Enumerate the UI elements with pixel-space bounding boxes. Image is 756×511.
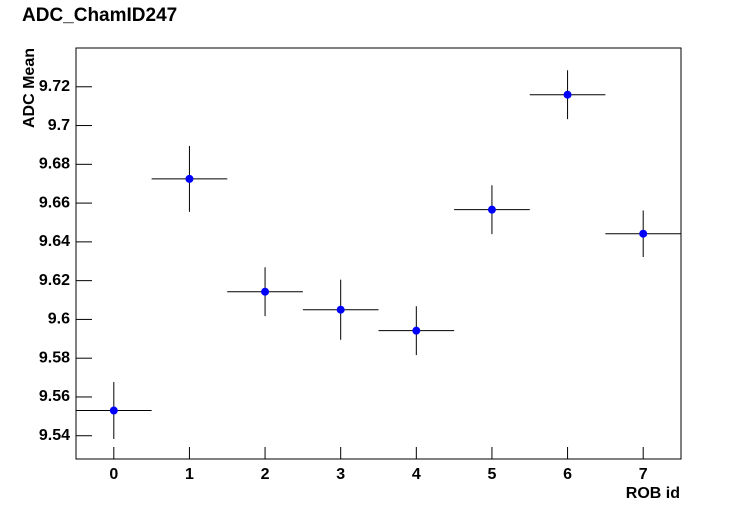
x-axis-label: ROB id xyxy=(626,485,680,502)
y-tick-label: 9.56 xyxy=(39,388,70,405)
point xyxy=(563,90,572,99)
x-tick-label: 4 xyxy=(412,466,421,483)
x-tick-label: 7 xyxy=(639,466,648,483)
y-tick-label: 9.68 xyxy=(39,156,70,173)
point xyxy=(639,229,648,238)
point xyxy=(261,287,270,296)
y-axis-label: ADC Mean xyxy=(21,48,38,128)
y-tick-label: 9.64 xyxy=(39,233,70,250)
y-tick-label: 9.54 xyxy=(39,427,70,444)
chart-title: ADC_ChamID247 xyxy=(22,5,177,26)
x-tick-label: 1 xyxy=(185,466,194,483)
point xyxy=(109,406,118,415)
y-tick-label: 9.6 xyxy=(48,311,70,328)
point xyxy=(487,205,496,214)
x-tick-label: 6 xyxy=(563,466,572,483)
x-tick-label: 0 xyxy=(109,466,118,483)
y-tick-label: 9.62 xyxy=(39,272,70,289)
y-tick-label: 9.66 xyxy=(39,194,70,211)
point xyxy=(185,174,194,183)
point xyxy=(412,326,421,335)
x-tick-label: 2 xyxy=(261,466,270,483)
y-tick-label: 9.7 xyxy=(48,117,70,134)
point xyxy=(336,305,345,314)
x-tick-label: 5 xyxy=(487,466,496,483)
x-tick-label: 3 xyxy=(336,466,345,483)
plot-frame xyxy=(75,47,682,460)
y-tick-label: 9.72 xyxy=(39,78,70,95)
y-tick-label: 9.58 xyxy=(39,349,70,366)
